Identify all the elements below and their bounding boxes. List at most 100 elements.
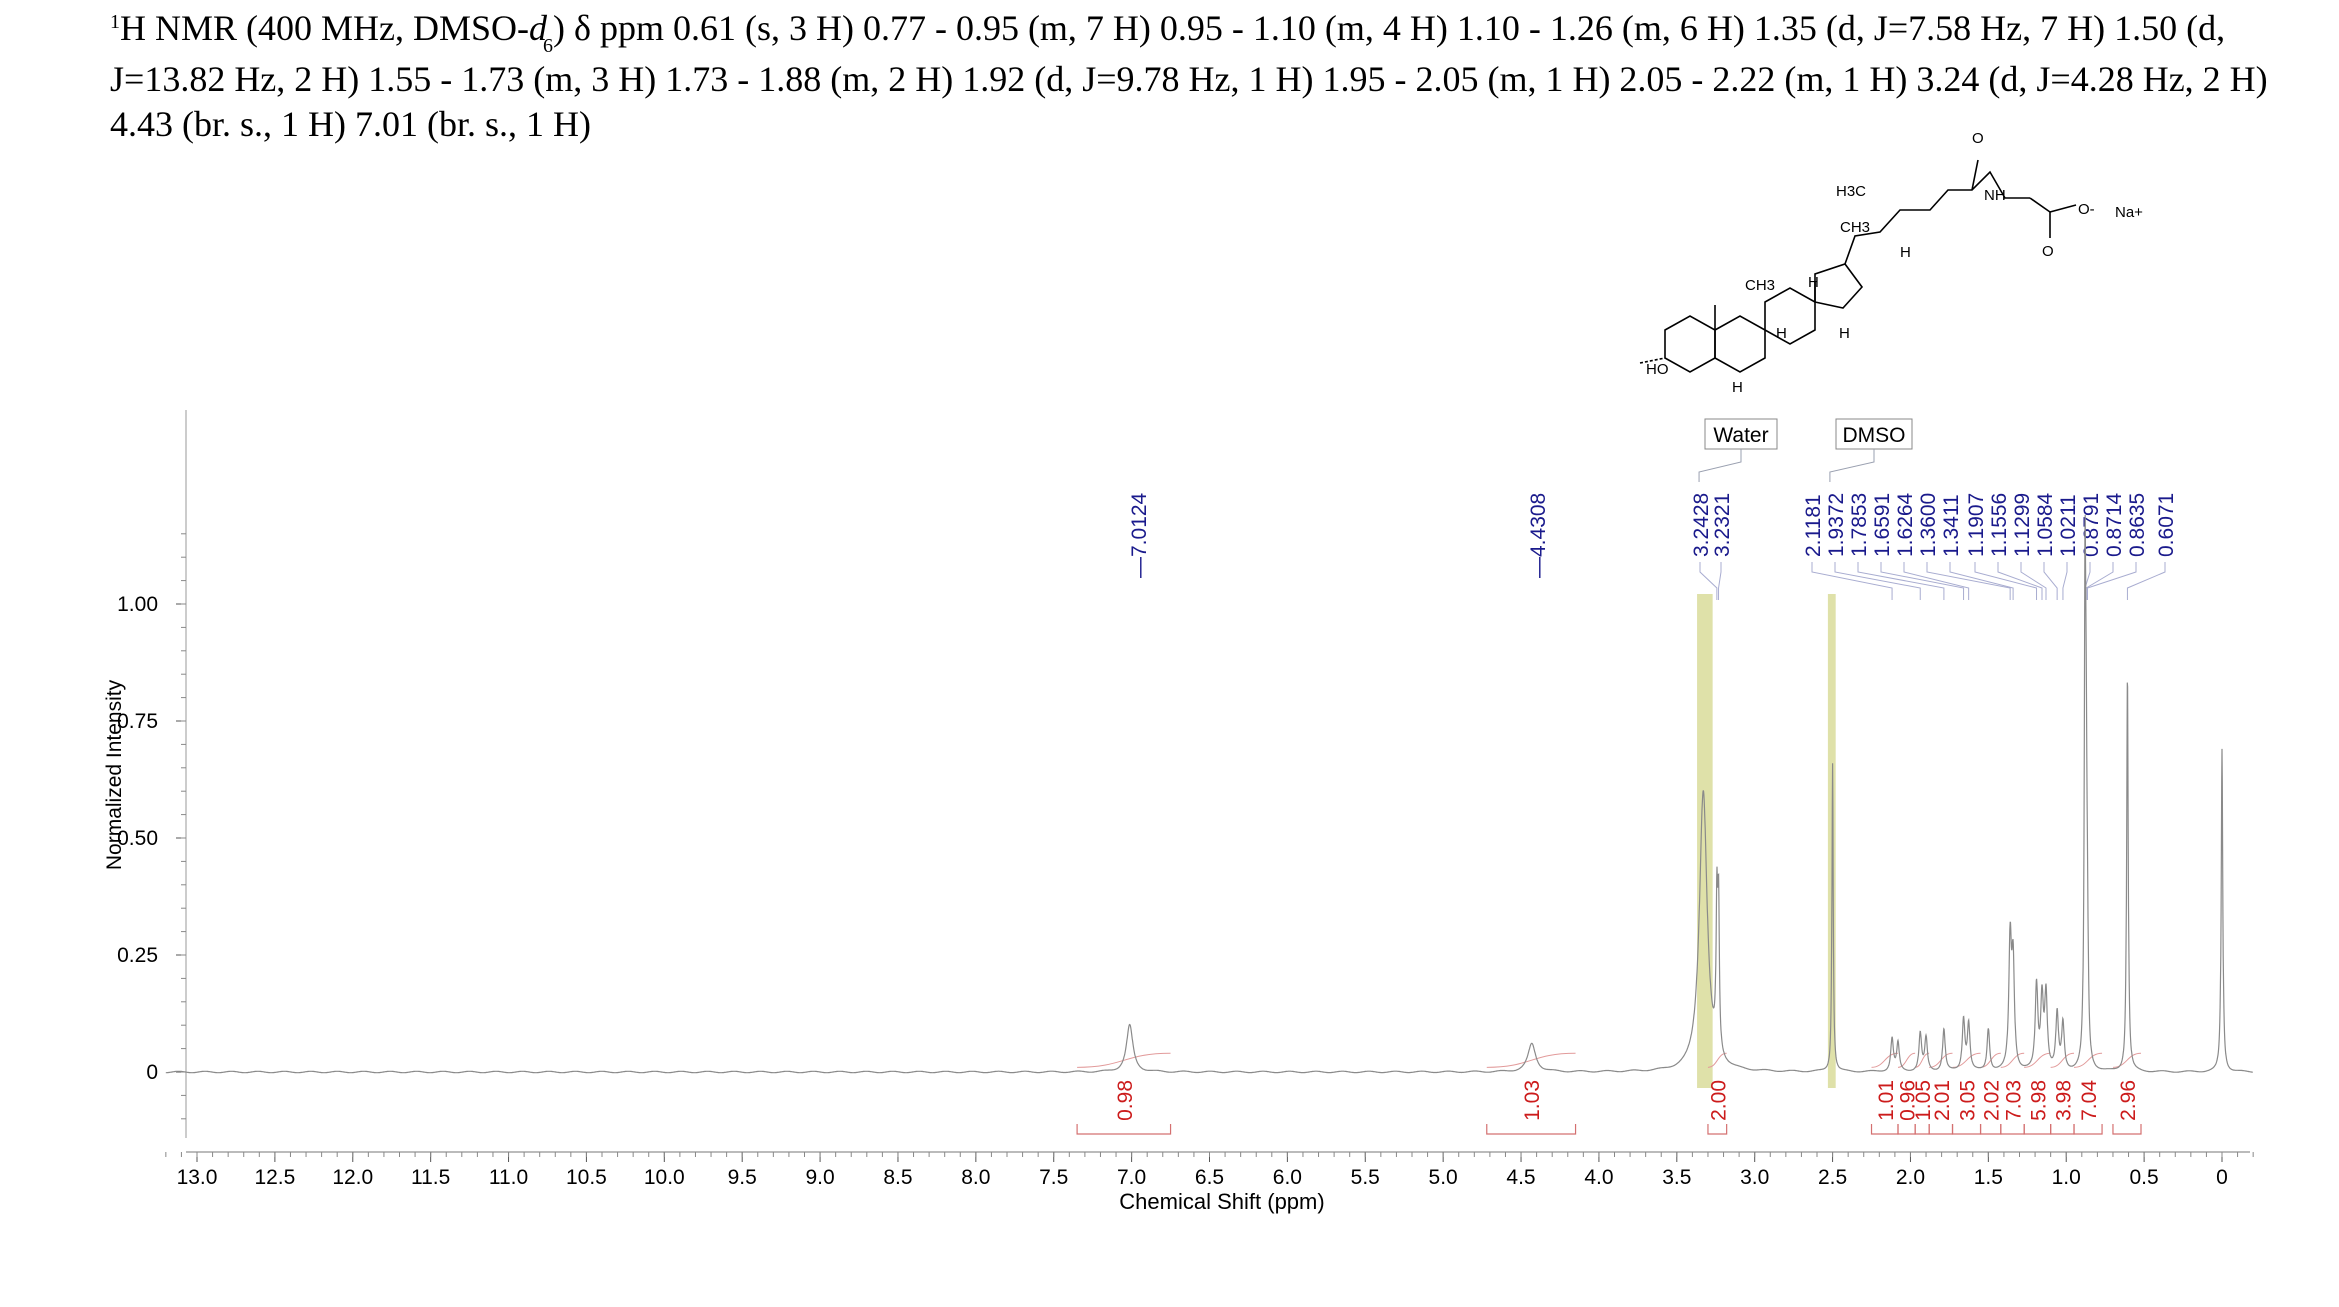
nucleus-superscript: 1 [110,11,120,33]
peak-label: 1.1907 [1965,493,1988,557]
peak-label-leader [2062,562,2068,600]
ring-b [1714,315,1766,373]
peak-label-leader [2043,562,2058,600]
integration-value: 2.01 [1931,1080,1954,1121]
peak-label: 1.3411 [1940,494,1963,557]
integral-curve [2112,1052,2142,1068]
integral-curve [2000,1052,2025,1068]
integration-bracket [2112,1124,2142,1135]
x-tick-label: 5.0 [1429,1166,1458,1189]
x-tick-label: 6.0 [1273,1166,1302,1189]
integration-bracket [1486,1124,1577,1135]
x-tick-label: 3.5 [1662,1166,1691,1189]
integration-value: 3.98 [2052,1080,2075,1121]
peak-label-leader [2086,562,2137,600]
struct-label-o2: O [2042,243,2054,260]
molecule-structure: HO CH3 CH3 H3C H H H H H NH O O O- Na+ [1639,130,2143,396]
x-tick-label: 9.5 [728,1166,757,1189]
x-tick-label: 9.0 [805,1166,834,1189]
struct-label-ch3-1: CH3 [1745,277,1775,294]
struct-label-h3c: H3C [1836,183,1866,200]
x-tick-label: 5.5 [1351,1166,1380,1189]
peak-label: 0.8714 [2103,492,2126,557]
x-tick-label: 7.0 [1117,1166,1146,1189]
integration-bracket [1928,1124,1954,1135]
x-tick-label: 3.0 [1740,1166,1769,1189]
solvent-regions: Water DMSO [1697,418,1913,1088]
solvent-label-leader [1698,449,1742,482]
peak-label: 1.0584 [2034,492,2057,557]
solvent-region-water [1697,594,1713,1088]
integration-value: 3.05 [1957,1080,1980,1121]
peak-label: 1.7853 [1848,493,1871,557]
integral-curve [2050,1052,2075,1068]
peak-label-leader [1699,562,1718,600]
x-tick-label: 10.0 [644,1166,685,1189]
peak-label: 1.1556 [1988,493,2011,557]
integral-curve [1897,1052,1916,1068]
y-tick-label: 0 [146,1061,158,1084]
integration-bracket [2073,1124,2103,1135]
struct-label-ch3-2: CH3 [1840,219,1870,236]
peak-label: —4.4308 [1527,493,1550,578]
spectrum-header: 1H NMR (400 MHz, DMSO-d6) δ ppm 0.61 (s,… [110,6,2290,147]
integration-value: 0.98 [1114,1080,1137,1121]
peak-label-leader [1811,562,1893,600]
x-tick-label: 4.0 [1584,1166,1613,1189]
peak-label-leader [1974,562,2038,600]
ring-a [1664,315,1716,373]
side-chain [1844,170,2030,265]
peak-label: 0.6071 [2155,493,2178,557]
peak-label: 0.8791 [2080,493,2103,557]
integral-curve [1077,1052,1171,1068]
integration-value: 5.98 [2027,1080,2050,1121]
solvent-label-box-dmso [1835,418,1913,450]
struct-label-h2: H [1808,274,1819,291]
peak-label: 1.9372 [1825,493,1848,557]
y-tick-label: 0.25 [117,944,158,967]
integration-bracket [2000,1124,2025,1135]
struct-label-h1: H [1900,244,1911,261]
peak-label: 1.0211 [2057,494,2080,557]
y-tick-label: 0.50 [117,827,158,850]
acid-o-bond [2049,204,2077,213]
struct-label-h4: H [1839,325,1850,342]
integration-bracket [2023,1124,2052,1135]
integral-curve [2024,1052,2051,1068]
acid-bond [2029,197,2051,213]
integral-curve [2073,1052,2103,1068]
integral-curve [1871,1052,1899,1068]
amide-carbonyl [1971,159,1979,191]
peak-label-leader [1718,562,1722,600]
struct-label-h3: H [1776,325,1787,342]
x-tick-label: 0 [2216,1166,2228,1189]
peak-label: 3.2428 [1690,493,1713,557]
solvent-d: d [529,8,548,48]
x-tick-label: 8.5 [883,1166,912,1189]
peak-label: 3.2321 [1711,493,1734,557]
peak-label-leader [2020,562,2047,600]
solvent-subscript: 6 [543,35,554,57]
integration-value: 2.02 [1981,1080,2004,1121]
integration-value: 1.01 [1875,1080,1898,1121]
peak-label-leader [2126,562,2166,600]
peak-label: 1.6591 [1871,493,1894,557]
spectrum-trace [165,514,2253,1074]
x-tick-label: 4.5 [1506,1166,1535,1189]
x-tick-label: 13.0 [177,1166,218,1189]
y-tick-label: 1.00 [117,593,158,616]
x-tick-label: 12.0 [332,1166,373,1189]
integration-bracket [1870,1124,1899,1135]
x-tick-label: 2.5 [1818,1166,1847,1189]
x-tick-label: 0.5 [2130,1166,2159,1189]
x-tick-label: 10.5 [566,1166,607,1189]
peak-label-leader [1997,562,2043,600]
integration-bracket [1951,1124,1982,1135]
peak-label-leader [1903,562,1970,600]
struct-label-o-minus: O- [2078,201,2095,218]
struct-label-nh: NH [1984,187,2006,204]
x-tick-label: 1.0 [2052,1166,2081,1189]
